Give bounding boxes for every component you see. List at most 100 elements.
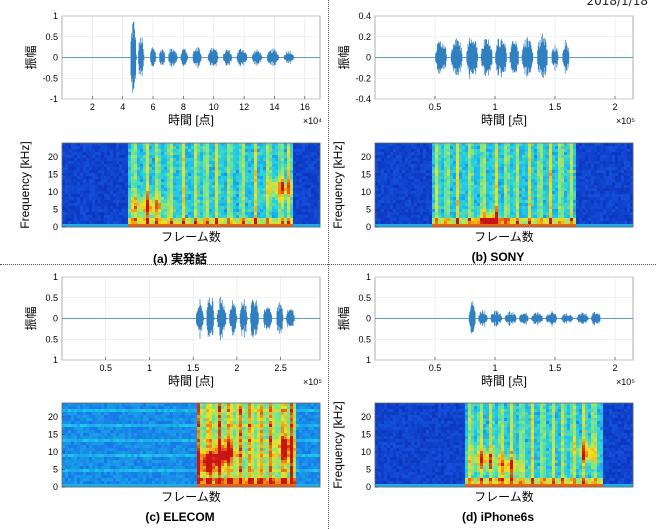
spectrogram-cell <box>77 188 81 192</box>
spectrogram-cell <box>317 218 321 222</box>
spectrogram-cell <box>62 185 66 189</box>
spectrogram-cell <box>585 215 589 219</box>
spectrogram-cell <box>233 218 237 222</box>
spectrogram-cell <box>134 170 138 174</box>
spectrogram-cell <box>275 221 279 225</box>
spectrogram-cell <box>621 152 625 156</box>
spectrogram-cell <box>290 176 294 180</box>
spectrogram-cell <box>221 188 225 192</box>
spectrogram-cell <box>152 191 156 195</box>
spectrogram-cell <box>128 170 132 174</box>
spectrogram-cell <box>260 200 264 204</box>
spectrogram-cell <box>248 206 252 210</box>
spectrogram-cell <box>173 209 177 213</box>
spectrogram-cell <box>390 149 394 153</box>
spectrogram-cell <box>585 179 589 183</box>
spectrogram-cell <box>609 146 613 150</box>
spectrogram-cell <box>591 146 595 150</box>
spectrogram-cell <box>462 203 466 207</box>
spectrogram-cell <box>486 203 490 207</box>
spectrogram-cell <box>621 206 625 210</box>
spectrogram-cell <box>308 185 312 189</box>
spectrogram-cell <box>528 158 532 162</box>
spectrogram-cell <box>435 215 439 219</box>
spectrogram-cell <box>302 218 306 222</box>
spectrogram-cell <box>104 185 108 189</box>
spectrogram-cell <box>239 191 243 195</box>
spectrogram-cell <box>125 155 129 159</box>
spectrogram-cell <box>534 209 538 213</box>
y-axis-label: 振幅 <box>23 45 38 69</box>
spectrogram-cell <box>197 164 201 168</box>
spectrogram-cell <box>414 149 418 153</box>
spectrogram-cell <box>68 158 72 162</box>
spectrogram-cell <box>71 173 75 177</box>
spectrogram-cell <box>561 209 565 213</box>
spectrogram-cell <box>179 179 183 183</box>
spectrogram-cell <box>462 188 466 192</box>
spectrogram-cell <box>510 203 514 207</box>
spectrogram-cell <box>134 179 138 183</box>
spectrogram-cell <box>426 152 430 156</box>
spectrogram-cell <box>537 224 541 228</box>
spectrogram-cell <box>176 164 180 168</box>
spectrogram-cell <box>510 176 514 180</box>
spectrogram-cell <box>528 155 532 159</box>
spectrogram-cell <box>239 215 243 219</box>
spectrogram-cell <box>167 146 171 150</box>
spectrogram-cell <box>197 170 201 174</box>
spectrogram-cell <box>483 173 487 177</box>
spectrogram-cell <box>531 191 535 195</box>
spectrogram-cell <box>507 143 511 147</box>
spectrogram-cell <box>179 191 183 195</box>
spectrogram-cell <box>251 215 255 219</box>
spectrogram-cell <box>459 182 463 186</box>
spectrogram-cell <box>483 149 487 153</box>
spectrogram-cell <box>618 143 622 147</box>
spectrogram-cell <box>86 146 90 150</box>
spectrogram-cell <box>486 167 490 171</box>
spectrogram-cell <box>582 143 586 147</box>
spectrogram-cell <box>396 218 400 222</box>
spectrogram-cell <box>299 197 303 201</box>
spectrogram-cell <box>582 200 586 204</box>
spectrogram-cell <box>278 179 282 183</box>
spectrogram-cell <box>107 155 111 159</box>
spectrogram-cell <box>564 173 568 177</box>
spectrogram-cell <box>396 167 400 171</box>
spectrogram-cell <box>561 221 565 225</box>
spectrogram-cell <box>486 209 490 213</box>
spectrogram-cell <box>447 146 451 150</box>
spectrogram-cell <box>125 203 129 207</box>
spectrogram-cell <box>603 215 607 219</box>
spectrogram-cell <box>426 212 430 216</box>
spectrogram-cell <box>375 161 379 165</box>
spectrogram-cell <box>314 185 318 189</box>
spectrogram-cell <box>293 188 297 192</box>
spectrogram-cell <box>513 200 517 204</box>
spectrogram-cell <box>510 206 514 210</box>
spectrogram-cell <box>311 164 315 168</box>
spectrogram-cell <box>143 176 147 180</box>
spectrogram-cell <box>585 164 589 168</box>
spectrogram-cell <box>612 158 616 162</box>
spectrogram-cell <box>444 143 448 147</box>
spectrogram-cell <box>456 209 460 213</box>
spectrogram-cell <box>98 167 102 171</box>
spectrogram-cell <box>519 167 523 171</box>
spectrogram-cell <box>567 185 571 189</box>
spectrogram-cell <box>311 188 315 192</box>
spectrogram-cell <box>597 191 601 195</box>
spectrogram-cell <box>221 161 225 165</box>
spectrogram-cell <box>459 149 463 153</box>
spectrogram-cell <box>546 191 550 195</box>
spectrogram-cell <box>137 170 141 174</box>
spectrogram-cell <box>146 179 150 183</box>
spectrogram-cell <box>137 215 141 219</box>
spectrogram-cell <box>302 212 306 216</box>
spectrogram-cell <box>236 197 240 201</box>
spectrogram-cell <box>561 194 565 198</box>
spectrogram-cell <box>567 221 571 225</box>
spectrogram-cell <box>630 188 634 192</box>
spectrogram-cell <box>414 170 418 174</box>
